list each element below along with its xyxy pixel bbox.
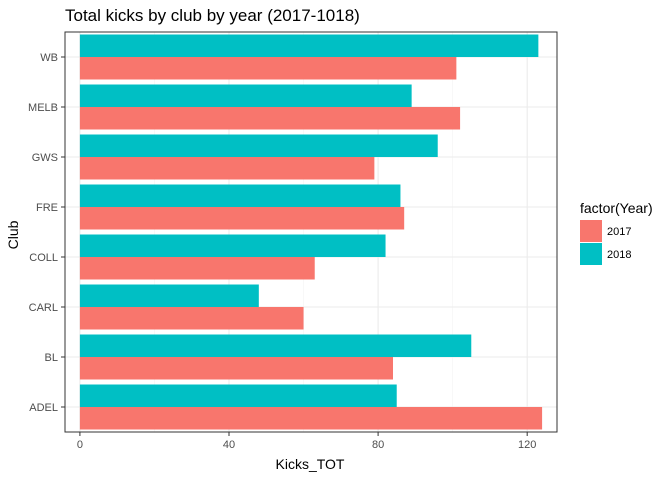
legend-items: 2017 2018 bbox=[580, 220, 631, 265]
bar-2018-carl bbox=[79, 284, 259, 307]
y-tick-label-fre: FRE bbox=[36, 202, 58, 214]
y-tick-label-wb: WB bbox=[40, 52, 58, 64]
x-tick-label: 40 bbox=[223, 439, 235, 451]
legend-label-2017: 2017 bbox=[607, 226, 631, 238]
bar-2017-fre bbox=[79, 207, 405, 230]
y-tick-label-bl: BL bbox=[45, 352, 58, 364]
bar-2018-melb bbox=[79, 84, 412, 107]
bar-2018-adel bbox=[79, 384, 397, 407]
y-tick-label-adel: ADEL bbox=[29, 402, 58, 414]
ticks-layer: 0 40 80 120 ADEL BL CARL COLL FRE GWS MELB WB bbox=[28, 52, 536, 451]
legend: factor(Year) 2017 2018 bbox=[580, 200, 653, 265]
x-tick-label: 120 bbox=[518, 439, 536, 451]
bar-2017-gws bbox=[79, 157, 375, 180]
panel-border bbox=[64, 31, 558, 433]
x-tick-label: 80 bbox=[372, 439, 384, 451]
bar-2017-coll bbox=[79, 257, 315, 280]
y-tick-label-coll: COLL bbox=[29, 252, 58, 264]
bar-2018-gws bbox=[79, 134, 438, 157]
bar-2018-bl bbox=[79, 334, 472, 357]
bar-2017-carl bbox=[79, 307, 304, 330]
bar-2018-wb bbox=[79, 34, 539, 57]
y-axis-title: Club bbox=[5, 220, 21, 249]
y-tick-label-gws: GWS bbox=[32, 152, 58, 164]
bar-2017-adel bbox=[79, 407, 543, 430]
legend-title: factor(Year) bbox=[580, 200, 653, 216]
legend-key-2018 bbox=[580, 243, 602, 265]
y-tick-label-melb: MELB bbox=[28, 102, 58, 114]
bar-2017-wb bbox=[79, 57, 457, 80]
x-tick-label: 0 bbox=[77, 439, 83, 451]
legend-label-2018: 2018 bbox=[607, 249, 631, 261]
bar-2017-bl bbox=[79, 357, 393, 380]
y-tick-label-carl: CARL bbox=[29, 302, 58, 314]
bar-2018-coll bbox=[79, 234, 386, 257]
bars-layer bbox=[79, 34, 543, 430]
legend-key-2017 bbox=[580, 220, 602, 242]
x-axis-title: Kicks_TOT bbox=[276, 456, 345, 472]
bar-2017-melb bbox=[79, 107, 461, 130]
bar-2018-fre bbox=[79, 184, 401, 207]
chart-title: Total kicks by club by year (2017-1018) bbox=[65, 6, 360, 25]
